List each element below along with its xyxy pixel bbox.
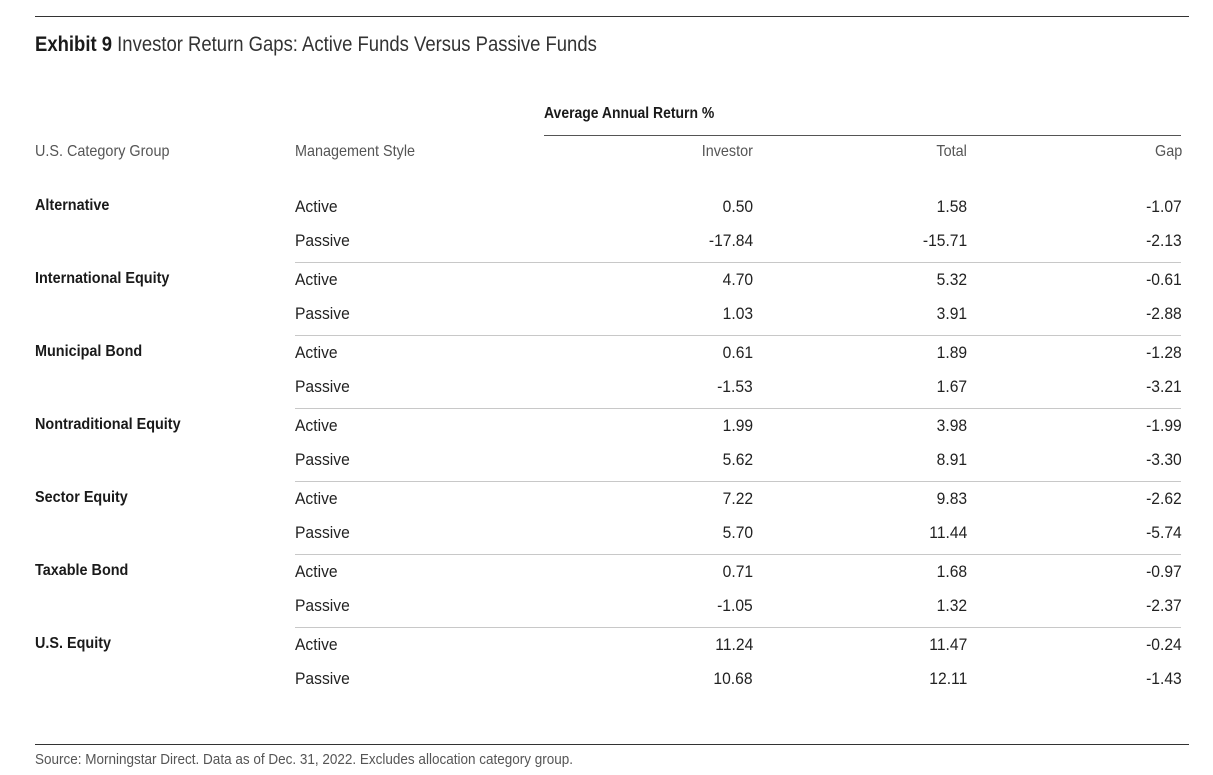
management-style-cell: Passive [295, 596, 350, 615]
management-style-cell: Passive [295, 523, 350, 542]
gap-cell: -3.21 [1146, 377, 1182, 396]
column-header-investor: Investor [701, 143, 753, 160]
total-return-cell: 9.83 [936, 489, 967, 508]
management-style-cell: Active [295, 343, 338, 362]
gap-cell: -1.07 [1146, 197, 1182, 216]
management-style-cell: Active [295, 270, 338, 289]
investor-return-cell: -1.05 [717, 596, 753, 615]
category-label: Sector Equity [35, 489, 128, 506]
top-rule [35, 16, 1189, 17]
category-label: Taxable Bond [35, 562, 129, 579]
column-header-gap: Gap [1154, 143, 1182, 160]
investor-return-cell: 0.71 [722, 562, 753, 581]
group-divider [295, 627, 1181, 628]
management-style-cell: Passive [295, 304, 350, 323]
gap-cell: -0.97 [1146, 562, 1182, 581]
category-label: International Equity [35, 270, 170, 287]
total-return-cell: 1.68 [936, 562, 967, 581]
total-return-cell: 11.44 [929, 523, 967, 542]
total-return-cell: 1.32 [936, 596, 967, 615]
management-style-cell: Active [295, 416, 338, 435]
management-style-cell: Active [295, 489, 338, 508]
investor-return-cell: 1.99 [722, 416, 753, 435]
source-note: Source: Morningstar Direct. Data as of D… [35, 751, 574, 768]
category-label: U.S. Equity [35, 635, 112, 652]
column-header-category: U.S. Category Group [35, 143, 170, 160]
investor-return-cell: 0.61 [722, 343, 753, 362]
group-divider [295, 481, 1181, 482]
exhibit-title: Exhibit 9 Investor Return Gaps: Active F… [35, 30, 597, 60]
gap-cell: -1.43 [1146, 669, 1182, 688]
group-header-rule [544, 135, 1181, 136]
investor-return-cell: 4.70 [722, 270, 753, 289]
investor-return-cell: 11.24 [715, 635, 753, 654]
total-return-cell: 1.89 [936, 343, 967, 362]
investor-return-cell: 0.50 [722, 197, 753, 216]
gap-cell: -2.13 [1146, 231, 1182, 250]
column-header-total: Total [936, 143, 967, 160]
exhibit-label: Exhibit 9 [35, 33, 113, 56]
group-header: Average Annual Return % [544, 105, 715, 122]
group-divider [295, 335, 1181, 336]
gap-cell: -1.99 [1146, 416, 1182, 435]
gap-cell: -2.88 [1146, 304, 1182, 323]
group-divider [295, 408, 1181, 409]
total-return-cell: 12.11 [929, 669, 967, 688]
bottom-rule [35, 744, 1189, 745]
exhibit-title-text: Investor Return Gaps: Active Funds Versu… [117, 33, 597, 56]
total-return-cell: 3.98 [936, 416, 967, 435]
management-style-cell: Active [295, 197, 338, 216]
management-style-cell: Passive [295, 377, 350, 396]
management-style-cell: Passive [295, 231, 350, 250]
total-return-cell: -15.71 [922, 231, 967, 250]
total-return-cell: 3.91 [936, 304, 967, 323]
gap-cell: -0.24 [1146, 635, 1182, 654]
investor-return-cell: 1.03 [722, 304, 753, 323]
category-label: Municipal Bond [35, 343, 143, 360]
total-return-cell: 8.91 [936, 450, 967, 469]
management-style-cell: Active [295, 562, 338, 581]
management-style-cell: Passive [295, 669, 350, 688]
group-divider [295, 262, 1181, 263]
total-return-cell: 1.58 [936, 197, 967, 216]
investor-return-cell: -1.53 [717, 377, 753, 396]
total-return-cell: 1.67 [936, 377, 967, 396]
column-header-style: Management Style [295, 143, 416, 160]
total-return-cell: 5.32 [936, 270, 967, 289]
category-label: Alternative [35, 197, 110, 214]
group-divider [295, 554, 1181, 555]
investor-return-cell: 5.70 [722, 523, 753, 542]
category-label: Nontraditional Equity [35, 416, 181, 433]
gap-cell: -2.37 [1146, 596, 1182, 615]
gap-cell: -3.30 [1146, 450, 1182, 469]
gap-cell: -0.61 [1146, 270, 1182, 289]
investor-return-cell: -17.84 [708, 231, 753, 250]
management-style-cell: Active [295, 635, 338, 654]
investor-return-cell: 5.62 [722, 450, 753, 469]
investor-return-cell: 7.22 [722, 489, 753, 508]
gap-cell: -1.28 [1146, 343, 1182, 362]
management-style-cell: Passive [295, 450, 350, 469]
total-return-cell: 11.47 [929, 635, 967, 654]
investor-return-cell: 10.68 [713, 669, 753, 688]
gap-cell: -2.62 [1146, 489, 1182, 508]
gap-cell: -5.74 [1146, 523, 1182, 542]
